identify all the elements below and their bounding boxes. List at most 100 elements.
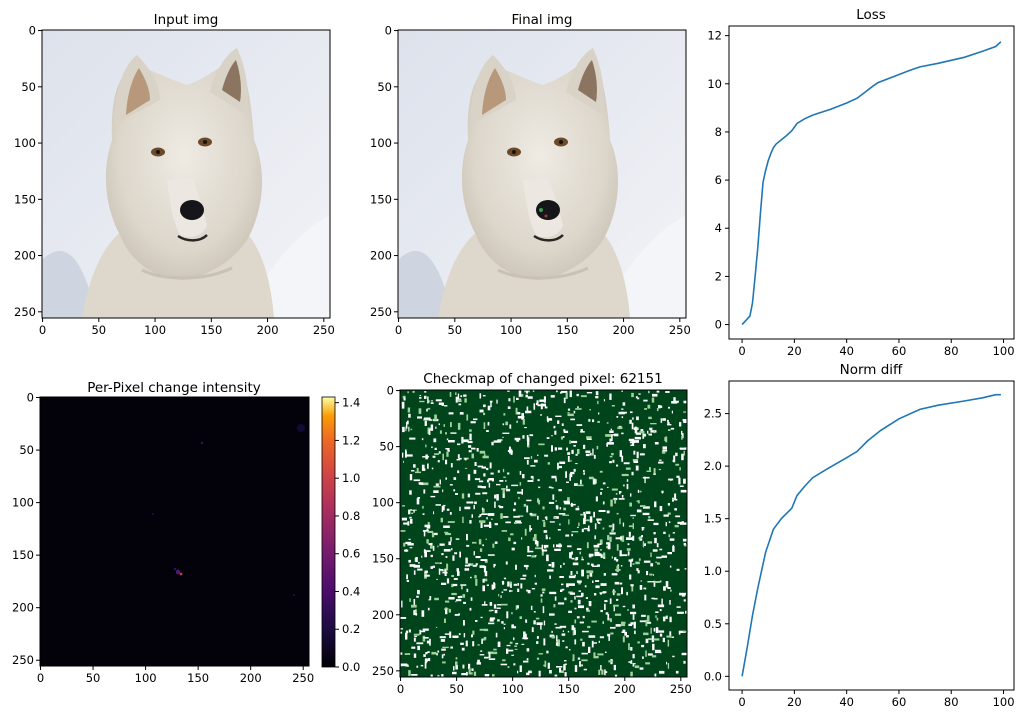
changed-pixel-speck [662, 616, 666, 619]
changed-pixel-speck [459, 412, 464, 415]
changed-pixel-speck [595, 580, 600, 582]
loss-x-tick-label: 40 [839, 344, 854, 358]
changed-pixel-speck [527, 480, 534, 482]
changed-pixel-speck [569, 592, 575, 595]
changed-pixel-speck [592, 448, 594, 456]
changed-pixel-speck [502, 582, 505, 584]
changed-pixel-speck [535, 617, 540, 620]
changed-pixel-speck [588, 646, 591, 653]
changed-pixel-speck [474, 575, 477, 579]
changed-pixel-speck [550, 395, 555, 398]
changed-pixel-speck [560, 436, 564, 440]
changed-pixel-speck [616, 593, 621, 596]
changed-pixel-speck [620, 554, 628, 557]
changed-pixel-speck [450, 432, 457, 434]
changed-pixel-speck [632, 563, 635, 565]
changed-pixel-speck [453, 477, 457, 480]
checkmap-y-tick-label: 0 [387, 384, 394, 398]
changed-pixel-speck [600, 665, 602, 671]
changed-pixel-speck [488, 658, 496, 660]
changed-pixel-speck [546, 416, 549, 421]
changed-pixel-speck [540, 414, 542, 416]
input-img-y-tick-label: 50 [21, 80, 36, 94]
changed-pixel-speck [555, 500, 557, 502]
changed-pixel-speck [405, 454, 413, 457]
changed-pixel-speck [453, 578, 458, 580]
changed-pixel-speck [483, 422, 486, 429]
changed-pixel-speck [479, 514, 482, 517]
changed-pixel-speck [581, 652, 588, 655]
changed-pixel-speck [466, 534, 468, 541]
changed-pixel-speck [597, 653, 604, 656]
changed-pixel-speck [433, 485, 441, 488]
changed-pixel-speck [505, 421, 508, 426]
changed-pixel-speck [574, 596, 576, 600]
changed-pixel-speck [602, 501, 605, 505]
changed-pixel-speck [514, 502, 517, 506]
changed-pixel-speck [628, 623, 633, 626]
changed-pixel-speck [469, 563, 474, 566]
changed-pixel-speck [481, 507, 484, 511]
changed-pixel-speck [637, 397, 640, 400]
changed-pixel-speck [417, 645, 420, 651]
norm-y-tick-label: 0.5 [704, 617, 722, 631]
colorbar-tick-label: 1.2 [342, 433, 360, 447]
changed-pixel-speck [622, 636, 625, 643]
changed-pixel-speck [675, 498, 678, 501]
changed-pixel-speck [542, 591, 545, 594]
changed-pixel-speck [505, 479, 507, 482]
changed-pixel-speck [594, 548, 598, 552]
changed-pixel-speck [513, 583, 518, 586]
changed-pixel-speck [500, 513, 503, 519]
changed-pixel-speck [616, 559, 619, 562]
changed-pixel-speck [538, 500, 540, 505]
changed-pixel-speck [555, 415, 562, 417]
panel-title-input-img: Input img [154, 12, 219, 28]
final-img-x-tick-label: 0 [395, 323, 402, 337]
norm-y-tick-label: 1.0 [704, 564, 722, 578]
changed-pixel-speck [430, 566, 433, 569]
changed-pixel-speck [612, 434, 615, 436]
changed-pixel-speck [433, 490, 439, 493]
changed-pixel-speck [580, 638, 583, 641]
changed-pixel-speck [657, 604, 665, 608]
changed-pixel-speck [556, 505, 559, 510]
changed-pixel-speck [618, 498, 625, 500]
changed-pixel-speck [433, 511, 435, 515]
changed-pixel-speck [536, 402, 539, 406]
changed-pixel-speck [472, 541, 477, 544]
changed-pixel-speck [510, 581, 512, 584]
changed-pixel-speck [437, 460, 440, 463]
changed-pixel-speck [602, 482, 606, 485]
changed-pixel-speck [457, 399, 462, 402]
changed-pixel-speck [534, 574, 536, 578]
changed-pixel-speck [636, 509, 642, 513]
change-intensity-x-tick-label: 0 [37, 671, 44, 685]
changed-pixel-speck [408, 538, 411, 540]
changed-pixel-speck [507, 581, 510, 587]
changed-pixel-speck [546, 536, 548, 540]
changed-pixel-speck [582, 606, 584, 608]
changed-pixel-speck [626, 548, 631, 551]
final-img-y-tick-label: 150 [370, 192, 392, 206]
changed-pixel-speck [454, 614, 460, 616]
changed-pixel-speck [521, 537, 523, 540]
changed-pixel-speck [503, 413, 506, 416]
changed-pixel-speck [516, 420, 518, 423]
input-img-y-tick-label: 100 [14, 136, 36, 150]
changed-pixel-speck [603, 573, 606, 576]
changed-pixel-speck [625, 467, 631, 470]
changed-pixel-speck [426, 526, 431, 529]
changed-pixel-speck [588, 635, 596, 638]
changed-pixel-speck [420, 630, 426, 633]
changed-pixel-speck [543, 396, 546, 403]
changed-pixel-speck [565, 392, 568, 399]
changed-pixel-speck [508, 398, 511, 402]
changed-pixel-speck [487, 513, 495, 516]
changed-pixel-speck [486, 499, 488, 502]
changed-pixel-speck [615, 624, 621, 627]
changed-pixel-speck [444, 405, 448, 407]
changed-pixel-speck [528, 670, 532, 674]
changed-pixel-speck [409, 598, 411, 602]
changed-pixel-speck [597, 564, 600, 567]
